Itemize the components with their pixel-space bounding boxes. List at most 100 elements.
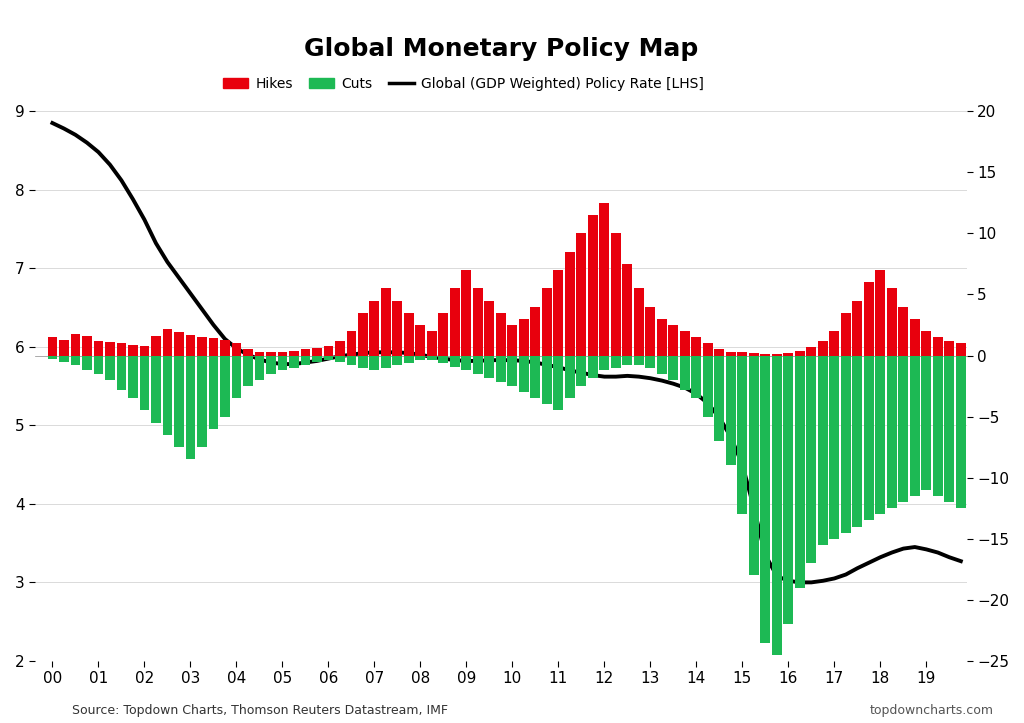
- Bar: [933, 337, 943, 356]
- Bar: [473, 288, 482, 356]
- Bar: [255, 352, 264, 356]
- Bar: [139, 346, 150, 356]
- Bar: [841, 313, 851, 356]
- Title: Global Monetary Policy Map: Global Monetary Policy Map: [304, 37, 698, 61]
- Bar: [864, 282, 873, 356]
- Bar: [312, 348, 322, 356]
- Bar: [220, 340, 229, 356]
- Bar: [128, 345, 138, 356]
- Bar: [726, 352, 735, 356]
- Bar: [599, 203, 609, 356]
- Bar: [691, 337, 701, 356]
- Bar: [577, 234, 587, 356]
- Bar: [876, 356, 885, 514]
- Bar: [289, 356, 299, 368]
- Bar: [577, 356, 587, 386]
- Bar: [749, 353, 759, 356]
- Bar: [484, 356, 495, 377]
- Bar: [623, 356, 632, 365]
- Bar: [818, 356, 827, 545]
- Bar: [554, 356, 563, 411]
- Bar: [669, 356, 678, 380]
- Bar: [117, 356, 126, 390]
- Bar: [933, 356, 943, 496]
- Bar: [473, 356, 482, 374]
- Bar: [220, 356, 229, 416]
- Bar: [82, 336, 92, 356]
- Bar: [151, 336, 161, 356]
- Bar: [335, 341, 345, 356]
- Bar: [657, 319, 667, 356]
- Bar: [922, 356, 931, 490]
- Bar: [496, 313, 506, 356]
- Bar: [335, 356, 345, 362]
- Bar: [71, 333, 80, 356]
- Bar: [209, 356, 218, 429]
- Bar: [174, 356, 183, 447]
- Bar: [956, 356, 966, 508]
- Bar: [841, 356, 851, 533]
- Bar: [346, 331, 356, 356]
- Bar: [956, 343, 966, 356]
- Bar: [163, 329, 172, 356]
- Bar: [864, 356, 873, 521]
- Bar: [530, 356, 541, 398]
- Bar: [944, 341, 954, 356]
- Bar: [117, 343, 126, 356]
- Bar: [243, 349, 253, 356]
- Bar: [898, 356, 908, 502]
- Bar: [450, 356, 460, 367]
- Bar: [300, 356, 310, 365]
- Bar: [381, 356, 391, 368]
- Bar: [715, 349, 724, 356]
- Bar: [554, 270, 563, 356]
- Bar: [416, 325, 425, 356]
- Bar: [346, 356, 356, 365]
- Bar: [496, 356, 506, 382]
- Bar: [611, 356, 621, 368]
- Bar: [300, 349, 310, 356]
- Bar: [772, 356, 781, 655]
- Bar: [358, 313, 368, 356]
- Bar: [174, 333, 183, 356]
- Bar: [669, 325, 678, 356]
- Bar: [266, 356, 275, 374]
- Bar: [761, 354, 770, 356]
- Bar: [910, 356, 920, 496]
- Bar: [438, 313, 449, 356]
- Bar: [944, 356, 954, 502]
- Bar: [749, 356, 759, 576]
- Bar: [702, 356, 713, 416]
- Bar: [266, 352, 275, 356]
- Bar: [404, 313, 414, 356]
- Bar: [197, 337, 207, 356]
- Bar: [588, 356, 598, 377]
- Bar: [565, 356, 574, 398]
- Bar: [829, 356, 840, 539]
- Bar: [807, 356, 816, 563]
- Bar: [438, 356, 449, 363]
- Bar: [392, 356, 402, 365]
- Text: topdowncharts.com: topdowncharts.com: [869, 704, 993, 717]
- Bar: [93, 341, 103, 356]
- Bar: [772, 354, 781, 356]
- Bar: [887, 288, 897, 356]
- Legend: Hikes, Cuts, Global (GDP Weighted) Policy Rate [LHS]: Hikes, Cuts, Global (GDP Weighted) Polic…: [218, 72, 710, 97]
- Bar: [761, 356, 770, 643]
- Bar: [702, 343, 713, 356]
- Bar: [783, 353, 794, 356]
- Bar: [634, 356, 644, 365]
- Bar: [370, 301, 379, 356]
- Bar: [680, 356, 690, 390]
- Bar: [243, 356, 253, 386]
- Bar: [105, 356, 115, 380]
- Bar: [185, 335, 196, 356]
- Bar: [312, 356, 322, 362]
- Bar: [829, 331, 840, 356]
- Bar: [370, 356, 379, 370]
- Bar: [427, 331, 437, 356]
- Bar: [163, 356, 172, 435]
- Bar: [278, 352, 288, 356]
- Bar: [324, 346, 333, 356]
- Bar: [807, 347, 816, 356]
